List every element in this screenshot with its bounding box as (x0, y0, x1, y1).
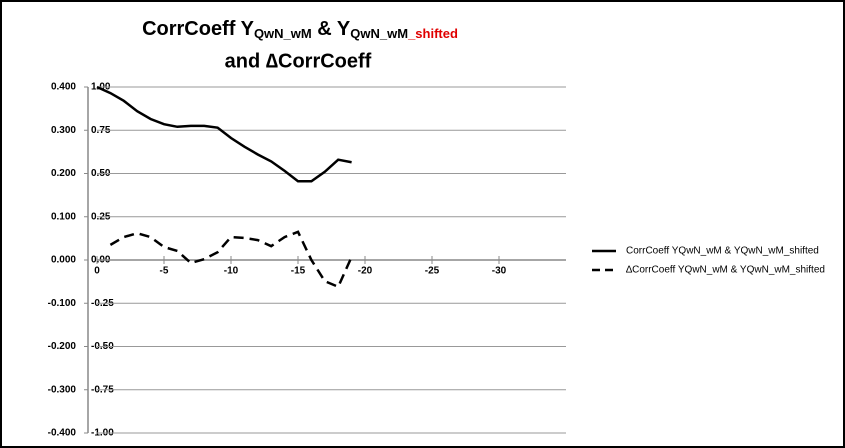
data-line (96, 85, 352, 183)
chart-title-line2: and ∆CorrCoeff (225, 50, 372, 72)
y2-tick-label: 0.300 (51, 125, 76, 136)
x-tick-label: 0 (94, 266, 100, 277)
legend-label: ∆CorrCoeff YQwN_wM & YQwN_wM_shifted (626, 265, 825, 276)
y2-tick-label: -0.300 (48, 384, 77, 395)
x-tick-label: -25 (425, 266, 440, 277)
x-tick-label: -5 (160, 266, 169, 277)
x-tick-label: -30 (492, 266, 507, 277)
y2-tick-label: 0.000 (51, 255, 76, 266)
y2-tick-label: -0.400 (48, 428, 77, 439)
legend-label: CorrCoeff YQwN_wM & YQwN_wM_shifted (626, 246, 819, 257)
y2-tick-label: 0.100 (51, 211, 76, 222)
x-tick-label: -10 (224, 266, 239, 277)
y2-tick-label: -0.200 (48, 341, 77, 352)
y2-tick-label: 0.200 (51, 168, 76, 179)
x-tick-label: -20 (358, 266, 373, 277)
y2-tick-label: 0.400 (51, 82, 76, 93)
x-tick-label: -15 (291, 266, 306, 277)
data-line (109, 230, 353, 289)
chart-title: CorrCoeff YQwN_wM & YQwN_wM_shifted (142, 18, 458, 41)
y2-tick-label: -0.100 (48, 298, 77, 309)
